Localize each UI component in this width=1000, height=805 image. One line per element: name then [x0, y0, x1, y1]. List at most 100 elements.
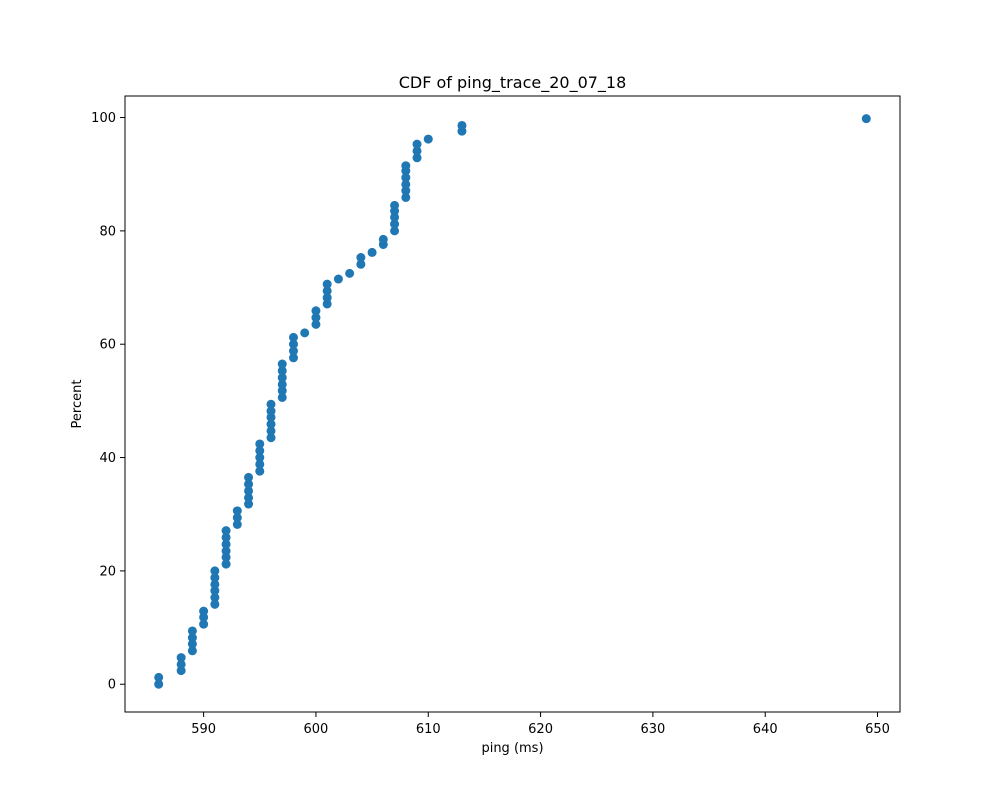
data-point-5	[187, 646, 197, 656]
x-tick-label-610: 610	[416, 722, 441, 737]
y-tick-label-40: 40	[99, 451, 116, 466]
data-point-24	[232, 519, 242, 529]
data-point-16	[210, 573, 220, 583]
data-point-49	[288, 353, 298, 363]
data-point-47	[277, 366, 287, 376]
data-point-34	[255, 453, 265, 463]
data-point-18	[221, 559, 231, 569]
data-point-22	[221, 532, 231, 542]
data-point-26	[232, 506, 242, 516]
data-point-72	[390, 200, 400, 210]
data-point-32	[255, 466, 265, 476]
data-point-15	[210, 579, 220, 589]
data-point-56	[311, 306, 321, 316]
data-point-39	[266, 419, 276, 429]
data-point-75	[401, 179, 411, 189]
data-point-85	[861, 114, 871, 124]
data-point-52	[288, 332, 298, 342]
data-point-65	[367, 247, 377, 257]
plot-area: 590 600 610 620 630 640 650 0 20 40 60 80 100	[91, 95, 901, 737]
data-point-30	[244, 479, 254, 489]
x-tick-label-590: 590	[191, 722, 216, 737]
x-axis-label: ping (ms)	[481, 741, 543, 756]
data-point-81	[412, 139, 422, 149]
data-point-29	[244, 486, 254, 496]
data-point-51	[288, 339, 298, 349]
data-point-48	[277, 359, 287, 369]
x-tick-label-650: 650	[865, 722, 890, 737]
plot-frame	[124, 95, 901, 713]
data-point-2	[176, 666, 186, 676]
data-point-58	[322, 293, 332, 303]
data-point-7	[187, 633, 197, 643]
data-point-13	[210, 593, 220, 603]
y-tick-label-80: 80	[99, 224, 116, 239]
data-point-44	[277, 386, 287, 396]
data-point-4	[176, 653, 186, 663]
y-tick-label-60: 60	[99, 338, 116, 353]
data-point-28	[244, 493, 254, 503]
data-point-20	[221, 546, 231, 556]
data-point-36	[255, 439, 265, 449]
data-point-23	[221, 526, 231, 536]
data-point-64	[356, 253, 366, 263]
data-point-41	[266, 406, 276, 416]
data-point-37	[266, 433, 276, 443]
y-axis-ticks: 0 20 40 60 80 100	[91, 111, 125, 693]
chart-title: CDF of ping_trace_20_07_18	[399, 73, 627, 93]
data-points	[154, 114, 871, 689]
data-point-40	[266, 412, 276, 422]
data-point-61	[333, 274, 343, 284]
data-point-10	[199, 612, 209, 622]
y-tick-label-20: 20	[99, 564, 116, 579]
data-point-42	[266, 399, 276, 409]
data-point-55	[311, 313, 321, 323]
data-point-73	[401, 192, 411, 202]
data-point-11	[199, 606, 209, 616]
data-point-43	[277, 392, 287, 402]
x-tick-label-600: 600	[304, 722, 329, 737]
data-point-78	[401, 161, 411, 171]
data-point-33	[255, 459, 265, 469]
y-tick-label-0: 0	[108, 678, 116, 693]
data-point-19	[221, 552, 231, 562]
data-point-70	[390, 212, 400, 222]
data-point-21	[221, 539, 231, 549]
data-point-25	[232, 513, 242, 523]
data-point-50	[288, 346, 298, 356]
data-point-27	[244, 499, 254, 509]
data-point-74	[401, 186, 411, 196]
data-point-8	[187, 626, 197, 636]
data-point-76	[401, 173, 411, 183]
x-axis-ticks: 590 600 610 620 630 640 650	[191, 712, 890, 737]
y-tick-label-100: 100	[91, 111, 116, 126]
data-point-82	[423, 134, 433, 144]
data-point-17	[210, 566, 220, 576]
data-point-31	[244, 472, 254, 482]
data-point-35	[255, 446, 265, 456]
y-axis-label: Percent	[70, 380, 85, 429]
data-point-68	[390, 226, 400, 236]
x-tick-label-620: 620	[528, 722, 553, 737]
data-point-80	[412, 146, 422, 156]
data-point-53	[300, 328, 310, 338]
data-point-54	[311, 319, 321, 329]
data-point-3	[176, 659, 186, 669]
data-point-63	[356, 259, 366, 269]
data-point-69	[390, 219, 400, 229]
data-point-62	[345, 268, 355, 278]
data-point-1	[154, 672, 164, 682]
data-point-59	[322, 286, 332, 296]
data-point-38	[266, 426, 276, 436]
data-point-60	[322, 279, 332, 289]
data-point-6	[187, 639, 197, 649]
data-point-12	[210, 599, 220, 609]
data-point-57	[322, 299, 332, 309]
data-point-9	[199, 619, 209, 629]
data-point-46	[277, 373, 287, 383]
data-point-14	[210, 586, 220, 596]
x-tick-label-630: 630	[640, 722, 665, 737]
data-point-67	[378, 234, 388, 244]
x-tick-label-640: 640	[753, 722, 778, 737]
